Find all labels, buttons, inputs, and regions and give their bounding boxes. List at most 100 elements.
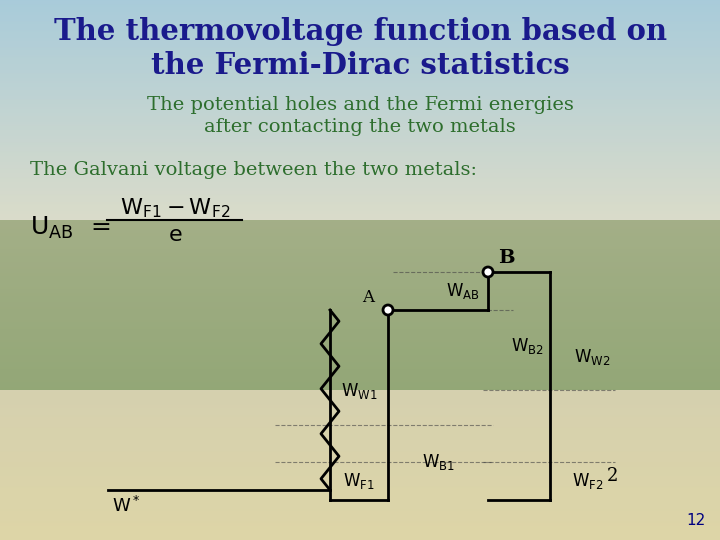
Bar xyxy=(0,169,720,170)
Bar xyxy=(0,145,720,146)
Bar xyxy=(0,408,720,409)
Bar xyxy=(0,257,720,258)
Bar xyxy=(0,223,720,224)
Bar xyxy=(0,110,720,111)
Bar xyxy=(0,165,720,166)
Bar xyxy=(0,299,720,300)
Bar xyxy=(0,218,720,219)
Bar xyxy=(0,490,720,491)
Bar xyxy=(0,280,720,281)
Bar xyxy=(0,88,720,89)
Bar xyxy=(0,231,720,232)
Bar xyxy=(0,358,720,359)
Bar xyxy=(0,387,720,388)
Bar xyxy=(0,274,720,275)
Bar xyxy=(0,503,720,504)
Bar xyxy=(0,113,720,114)
Bar xyxy=(0,129,720,130)
Bar xyxy=(0,203,720,204)
Bar xyxy=(0,62,720,63)
Bar xyxy=(0,89,720,90)
Bar xyxy=(0,476,720,477)
Bar xyxy=(0,487,720,488)
Bar xyxy=(0,159,720,160)
Bar xyxy=(0,11,720,12)
Bar xyxy=(0,365,720,366)
Bar xyxy=(0,85,720,86)
Bar xyxy=(0,438,720,439)
Bar xyxy=(0,241,720,242)
Bar xyxy=(0,336,720,337)
Bar xyxy=(0,482,720,483)
Bar xyxy=(0,327,720,328)
Bar xyxy=(0,388,720,389)
Bar xyxy=(0,171,720,172)
Bar xyxy=(0,281,720,282)
Bar xyxy=(0,8,720,9)
Bar xyxy=(0,413,720,414)
Bar xyxy=(0,10,720,11)
Bar xyxy=(0,305,720,306)
Bar xyxy=(0,56,720,57)
Bar xyxy=(0,192,720,193)
Bar xyxy=(0,50,720,51)
Bar xyxy=(0,432,720,433)
Bar xyxy=(0,180,720,181)
Bar xyxy=(0,228,720,229)
Bar xyxy=(0,304,720,305)
Bar xyxy=(0,385,720,386)
Bar xyxy=(0,495,720,496)
Bar xyxy=(0,455,720,456)
Bar xyxy=(0,140,720,141)
Bar xyxy=(0,4,720,5)
Bar xyxy=(0,190,720,191)
Bar xyxy=(0,403,720,404)
Bar xyxy=(0,517,720,518)
Bar xyxy=(0,523,720,524)
Bar xyxy=(0,307,720,308)
Bar xyxy=(0,342,720,343)
Bar xyxy=(0,395,720,396)
Bar xyxy=(0,325,720,326)
Bar xyxy=(0,161,720,162)
Bar xyxy=(0,423,720,424)
Bar xyxy=(0,451,720,452)
Bar xyxy=(0,263,720,264)
Bar xyxy=(0,94,720,95)
Bar xyxy=(0,381,720,382)
Bar xyxy=(0,38,720,39)
Bar xyxy=(0,483,720,484)
Bar xyxy=(0,18,720,19)
Bar xyxy=(0,258,720,259)
Bar xyxy=(0,453,720,454)
Bar xyxy=(0,185,720,186)
Bar xyxy=(0,87,720,88)
Bar xyxy=(0,198,720,199)
Bar xyxy=(0,448,720,449)
Bar xyxy=(0,214,720,215)
Bar xyxy=(0,291,720,292)
Bar xyxy=(0,529,720,530)
Bar xyxy=(0,216,720,217)
Bar xyxy=(0,346,720,347)
Bar xyxy=(0,51,720,52)
Bar xyxy=(0,357,720,358)
Bar xyxy=(0,323,720,324)
Bar xyxy=(0,118,720,119)
Bar xyxy=(0,186,720,187)
Bar xyxy=(0,177,720,178)
Bar xyxy=(0,457,720,458)
Bar xyxy=(0,68,720,69)
Bar xyxy=(0,426,720,427)
Bar xyxy=(0,195,720,196)
Bar xyxy=(0,267,720,268)
Bar xyxy=(0,465,720,466)
Bar xyxy=(0,162,720,163)
Bar xyxy=(0,41,720,42)
Bar xyxy=(0,401,720,402)
Bar xyxy=(0,396,720,397)
Bar xyxy=(0,509,720,510)
Bar xyxy=(0,36,720,37)
Bar xyxy=(0,310,720,311)
Bar xyxy=(0,347,720,348)
